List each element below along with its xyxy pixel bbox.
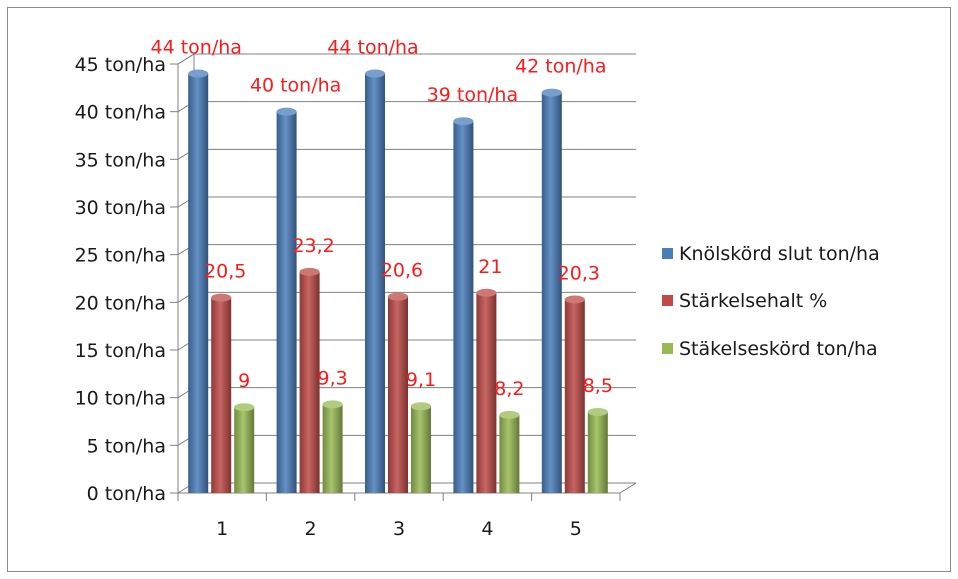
data-label: 23,2: [292, 235, 334, 257]
y-tick-label: 0 ton/ha: [87, 483, 166, 505]
bar-top: [564, 295, 585, 304]
bar-body: [276, 111, 297, 494]
bar-body: [564, 299, 585, 493]
data-label: 8,5: [583, 375, 613, 397]
bar-top: [411, 402, 431, 411]
data-label: 44 ton/ha: [327, 37, 418, 59]
bar-body: [322, 404, 343, 493]
bar-top: [234, 403, 255, 412]
y-tick-label: 20 ton/ha: [75, 292, 166, 314]
bar: [188, 69, 209, 494]
bar-top: [499, 410, 520, 419]
legend-swatch: [662, 295, 673, 306]
bar-body: [211, 297, 232, 493]
bar-body: [476, 292, 497, 493]
bar-top: [276, 107, 297, 116]
bar: [276, 107, 297, 494]
y-axis-ticks: 0 ton/ha 5 ton/ha 10 ton/ha 15 ton/ha 20 ton…: [75, 54, 166, 505]
x-tick-label: 5: [570, 518, 582, 540]
bar-top: [453, 117, 474, 126]
y-tick-label: 35 ton/ha: [75, 149, 166, 171]
y-tick-label: 15 ton/ha: [75, 340, 166, 362]
bar-top: [476, 288, 497, 297]
bar-body: [499, 414, 520, 493]
bar: [476, 288, 497, 493]
legend-swatch: [662, 343, 673, 354]
bar-body: [188, 73, 209, 494]
legend: Knölskörd slut ton/ha Stärkelsehalt % Stäk…: [662, 243, 880, 360]
bar-body: [453, 121, 474, 493]
bar-body: [299, 271, 320, 493]
bar-body: [388, 296, 408, 493]
data-label: 20,6: [381, 260, 423, 282]
legend-label: Stäkelseskörd ton/ha: [679, 338, 878, 360]
data-label: 21: [478, 256, 502, 278]
data-label: 9,1: [406, 369, 436, 391]
x-axis-ticks: 1 2 3 4 5: [216, 518, 582, 540]
bar: [211, 293, 232, 493]
y-tick-label: 10 ton/ha: [75, 388, 166, 410]
bar: [365, 69, 385, 494]
bar: [587, 407, 608, 493]
bar: [299, 267, 320, 493]
data-labels: 44 ton/ha 20,5 9 40 ton/ha 23,2 9,3 44 ton/ha 2…: [150, 37, 612, 400]
x-tick-label: 1: [216, 518, 228, 540]
bar-top: [388, 292, 408, 301]
data-label: 8,2: [494, 378, 524, 400]
y-tick-label: 40 ton/ha: [75, 102, 166, 124]
data-label: 20,5: [204, 261, 246, 283]
y-tick-label: 45 ton/ha: [75, 54, 166, 76]
x-tick-label: 4: [481, 518, 493, 540]
bar-body: [587, 411, 608, 493]
bar-top: [211, 293, 232, 302]
bar: [322, 400, 343, 493]
bar-top: [188, 69, 209, 78]
bar: [564, 295, 585, 493]
legend-swatch: [662, 248, 673, 259]
bar: [541, 88, 562, 493]
legend-label: Stärkelsehalt %: [679, 290, 827, 312]
y-tick-label: 25 ton/ha: [75, 245, 166, 267]
y-tick-label: 30 ton/ha: [75, 197, 166, 219]
bars: [188, 69, 608, 494]
bar-top: [365, 69, 385, 78]
bar-top: [322, 400, 343, 409]
floor-right-edge: [619, 482, 637, 494]
bar-body: [234, 407, 255, 493]
bar-top: [587, 407, 608, 416]
bar: [234, 403, 255, 493]
bar-top: [541, 88, 562, 97]
legend-label: Knölskörd slut ton/ha: [679, 243, 880, 265]
bar-body: [365, 73, 385, 494]
data-label: 42 ton/ha: [515, 56, 606, 78]
bar: [411, 402, 431, 493]
bar: [388, 292, 408, 493]
x-tick-label: 3: [393, 518, 405, 540]
x-tick-label: 2: [305, 518, 317, 540]
bar: [453, 117, 474, 493]
data-label: 9: [238, 370, 250, 392]
data-label: 20,3: [558, 262, 600, 284]
bar: [499, 410, 520, 493]
data-label: 9,3: [317, 367, 347, 389]
data-label: 40 ton/ha: [250, 75, 341, 97]
data-label: 39 ton/ha: [427, 84, 518, 106]
bar-top: [299, 267, 320, 276]
bar-body: [541, 92, 562, 493]
data-label: 44 ton/ha: [150, 37, 241, 59]
bar-body: [411, 406, 431, 493]
gridline-slant: [177, 53, 195, 65]
y-tick-label: 5 ton/ha: [87, 435, 166, 457]
